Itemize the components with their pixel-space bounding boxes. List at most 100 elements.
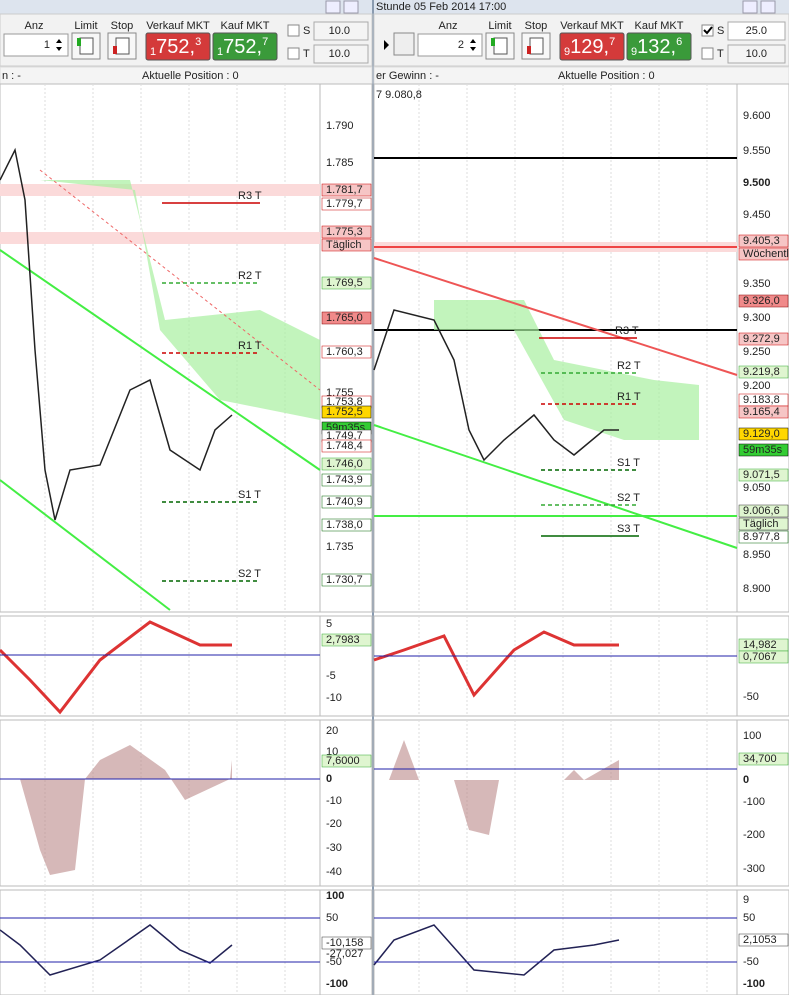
price-label-box: [738, 517, 789, 531]
price-label: 1.785: [326, 157, 354, 169]
price-label: 9.183,8: [743, 394, 780, 406]
buy-sup: 7: [262, 36, 268, 48]
level-label: R3 T: [615, 325, 639, 337]
spinner: [470, 39, 476, 51]
check: [703, 26, 713, 35]
price-label-box: [321, 573, 372, 587]
window-button[interactable]: [325, 0, 341, 14]
anz-value: 1: [44, 39, 50, 51]
macd-label: -10: [326, 692, 342, 704]
price-label-box: [738, 504, 789, 518]
sell-button[interactable]: [559, 32, 625, 61]
price-label-box: [738, 234, 789, 248]
price-label: 1.740,9: [326, 496, 363, 508]
price-label: 1.738,0: [326, 519, 363, 531]
oscillator-label: -200: [743, 829, 765, 841]
price-label-box: [738, 332, 789, 346]
buy-button[interactable]: [212, 32, 278, 61]
oscillator-label: 20: [326, 725, 338, 737]
settings-button[interactable]: [393, 32, 415, 56]
oscillator-label: 0: [326, 773, 332, 785]
resistance-band: [0, 184, 320, 196]
price-label-box: [321, 518, 372, 532]
price-label-box: [321, 311, 372, 325]
position-label: Aktuelle Position : 0: [142, 70, 239, 82]
stochastic-label: -50: [326, 956, 342, 968]
price-label-box: [738, 530, 789, 544]
price-label: 1.749,7: [326, 430, 363, 442]
macd-label: 0,7067: [743, 651, 777, 663]
price-label-box: [321, 473, 372, 487]
price-label: 1.765,0: [326, 312, 363, 324]
price-label-box: [321, 238, 372, 252]
t-value: 10.0: [746, 48, 767, 60]
buy-label: Kauf MKT: [635, 20, 684, 32]
trend-line: [373, 424, 738, 549]
level-label: R2 T: [617, 360, 641, 372]
price-label-box: [738, 365, 789, 379]
price-label: 8.977,8: [743, 531, 780, 543]
price-label-box: [738, 405, 789, 419]
level-label: R1 T: [617, 391, 641, 403]
price-label-box: [321, 225, 372, 239]
stop-label: Stop: [525, 20, 548, 32]
window-button[interactable]: [742, 0, 758, 14]
buy-button[interactable]: [626, 32, 692, 61]
anz-value: 2: [458, 39, 464, 51]
resistance-band: [0, 232, 320, 244]
buy-label: Kauf MKT: [221, 20, 270, 32]
limit-icon: [79, 37, 94, 55]
sell-big: 129,: [570, 36, 609, 58]
macd-label: 5: [326, 618, 332, 630]
position-label: Aktuelle Position : 0: [558, 70, 655, 82]
price-label: 9.300: [743, 312, 771, 324]
sell-label: Verkauf MKT: [560, 20, 624, 32]
buy-small: 1: [217, 46, 223, 58]
t-input[interactable]: [313, 44, 369, 64]
s-checkbox[interactable]: [701, 24, 714, 37]
window-button[interactable]: [343, 0, 359, 14]
macd-label: -50: [743, 691, 759, 703]
sell-price: 1752,3: [150, 36, 201, 58]
oscillator-label: -40: [326, 866, 342, 878]
price-label: Wöchentli: [743, 248, 789, 260]
level-label: R1 T: [238, 340, 262, 352]
s-value: 10.0: [329, 25, 350, 37]
price-line: [0, 147, 233, 521]
window-button[interactable]: [760, 0, 776, 14]
s-label: S: [303, 25, 310, 37]
s-checkbox[interactable]: [287, 24, 300, 37]
chart-pane: [373, 83, 789, 613]
price-label-box: [321, 439, 372, 453]
price-label: 1.752,5: [326, 406, 363, 418]
macd-label: -5: [326, 670, 336, 682]
sell-button[interactable]: [145, 32, 211, 61]
stochastic-label: -10,158: [326, 937, 363, 949]
price-label: 9.219,8: [743, 366, 780, 378]
trend-line: [0, 479, 171, 611]
s-input[interactable]: [727, 21, 786, 41]
stochastic-label: -27,027: [326, 948, 363, 960]
price-label: 9.272,9: [743, 333, 780, 345]
stochastic-label-box: [321, 936, 372, 950]
chart-pane: [0, 615, 373, 717]
s-label: S: [717, 25, 724, 37]
t-label: T: [303, 48, 310, 60]
t-checkbox[interactable]: [287, 47, 300, 60]
buy-sup: 6: [676, 36, 682, 48]
t-value: 10.0: [329, 48, 350, 60]
stochastic-line: [0, 924, 233, 976]
t-input[interactable]: [727, 44, 786, 64]
trend-line: [39, 169, 321, 391]
chart-pane: [373, 889, 789, 996]
s-input[interactable]: [313, 21, 369, 41]
anz-input[interactable]: [3, 33, 69, 57]
stochastic-label: 50: [743, 912, 755, 924]
stop-label: Stop: [111, 20, 134, 32]
trend-line: [0, 249, 321, 471]
anz-input[interactable]: [417, 33, 483, 57]
t-checkbox[interactable]: [701, 47, 714, 60]
level-label: S2 T: [617, 492, 640, 504]
level-label: S3 T: [617, 523, 640, 535]
